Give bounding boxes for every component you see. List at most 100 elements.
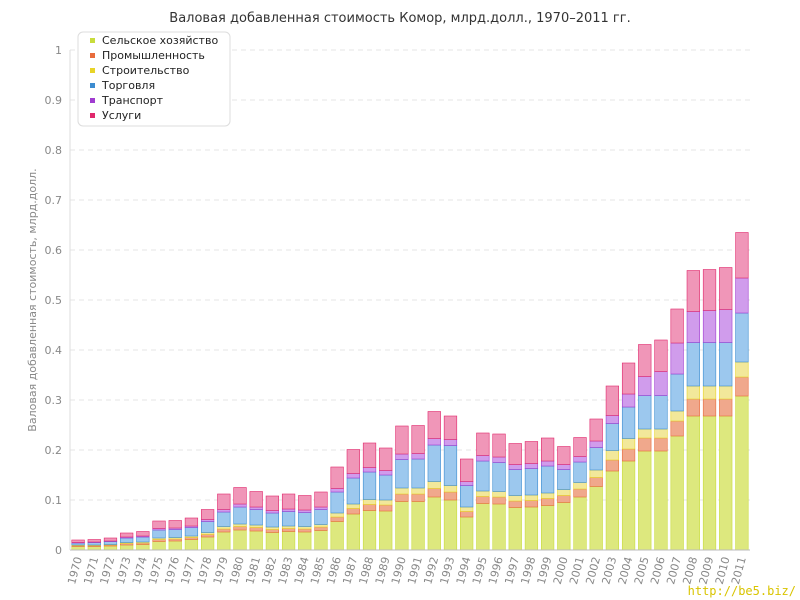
legend: Сельское хозяйство Промышленность Строител…: [77, 31, 231, 127]
bar-segment: [557, 502, 571, 551]
bar-segment: [654, 395, 668, 430]
bar-segment: [314, 526, 328, 531]
bar-segment: [362, 467, 377, 473]
bar-segment: [621, 438, 636, 450]
watermark: http://be5.biz/: [687, 584, 796, 598]
bar-segment: [524, 463, 539, 469]
bar-segment: [654, 450, 668, 551]
bar-segment: [346, 503, 360, 509]
bar-segment: [281, 525, 296, 529]
bar-segment: [152, 520, 166, 529]
y-tick-label: 0.2: [45, 444, 63, 457]
bar-segment: [654, 428, 668, 439]
bar-segment: [346, 508, 360, 515]
bar-segment: [492, 503, 506, 551]
x-axis-ticks: 1970197119721973197419751976197719781979…: [65, 555, 749, 585]
bar-segment: [508, 500, 522, 508]
bar-segment: [460, 506, 474, 512]
bar-segment: [443, 491, 458, 501]
bar-segment: [281, 508, 296, 512]
legend-swatch: [90, 53, 95, 58]
bar-segment: [168, 540, 182, 551]
bar-segment: [589, 447, 603, 471]
bar-segment: [298, 509, 312, 513]
bar-segment: [427, 411, 441, 439]
bar-segment: [314, 509, 328, 525]
bar-segment: [638, 428, 652, 439]
y-axis-label: Валовая добавленная стоимость, млрд.долл…: [26, 168, 39, 431]
bar-segment: [443, 485, 458, 493]
bar-segment: [589, 440, 603, 448]
bar-segment: [735, 376, 749, 397]
y-tick-label: 0.3: [45, 394, 63, 407]
bar-segment: [589, 477, 603, 487]
bar-segment: [136, 531, 150, 537]
chart-title: Валовая добавленная стоимость Комор, млр…: [169, 11, 630, 26]
bar-segment: [362, 442, 377, 468]
bar-segment: [184, 539, 199, 551]
bar-segment: [476, 455, 490, 462]
bar-segment: [670, 373, 684, 412]
bar-segment: [120, 532, 134, 538]
bar-segment: [184, 527, 199, 537]
bar-segment: [476, 432, 490, 456]
bar-segment: [314, 491, 328, 508]
bar-segment: [524, 506, 539, 551]
bar-segment: [168, 520, 182, 529]
bar-segment: [427, 438, 441, 446]
bar-segment: [719, 385, 733, 400]
bar-segment: [686, 270, 700, 312]
bar-segment: [702, 269, 717, 311]
bar-segment: [233, 487, 247, 505]
bar-segment: [735, 395, 749, 551]
bar-segment: [233, 503, 247, 508]
bar-segment: [460, 516, 474, 551]
bar-segment: [670, 420, 684, 437]
bar-segment: [540, 492, 555, 499]
bar-segment: [152, 529, 166, 539]
bar-segment: [330, 491, 344, 514]
bar-segment: [508, 507, 522, 551]
bar-segment: [686, 342, 700, 387]
bar-segment: [411, 501, 425, 551]
bar-segment: [638, 450, 652, 551]
bar-segment: [87, 542, 101, 546]
bar-segment: [120, 544, 134, 551]
bar-segment: [233, 506, 247, 525]
bar-segment: [201, 534, 215, 538]
bar-segment: [460, 481, 474, 486]
bar-segment: [71, 539, 85, 543]
bar-segment: [702, 398, 717, 417]
bar-segment: [719, 267, 733, 310]
bar-segment: [298, 528, 312, 533]
bar-segment: [330, 521, 344, 551]
y-tick-label: 0.9: [45, 94, 63, 107]
bar-segment: [265, 495, 280, 511]
bar-segment: [557, 469, 571, 490]
bar-segment: [395, 453, 409, 460]
bar-segment: [379, 470, 393, 476]
bar-segment: [540, 437, 555, 462]
bar-segment: [346, 477, 360, 505]
y-tick-label: 0.8: [45, 144, 63, 157]
bar-segment: [654, 339, 668, 372]
bar-segment: [460, 485, 474, 508]
legend-label: Услуги: [102, 109, 141, 122]
bar-segment: [411, 487, 425, 495]
bar-segment: [524, 494, 539, 501]
bar-segment: [702, 385, 717, 400]
bar-segment: [443, 499, 458, 551]
bar-segment: [249, 509, 263, 526]
bar-segment: [298, 495, 312, 511]
bar-segment: [492, 456, 506, 463]
bar-segment: [362, 504, 377, 511]
bar-segment: [508, 469, 522, 496]
bar-segment: [492, 433, 506, 458]
bar-segment: [735, 312, 749, 363]
bar-segment: [395, 459, 409, 489]
bar-segment: [395, 493, 409, 502]
bar-segment: [702, 342, 717, 387]
legend-label: Торговля: [101, 79, 155, 92]
bar-segment: [427, 444, 441, 482]
